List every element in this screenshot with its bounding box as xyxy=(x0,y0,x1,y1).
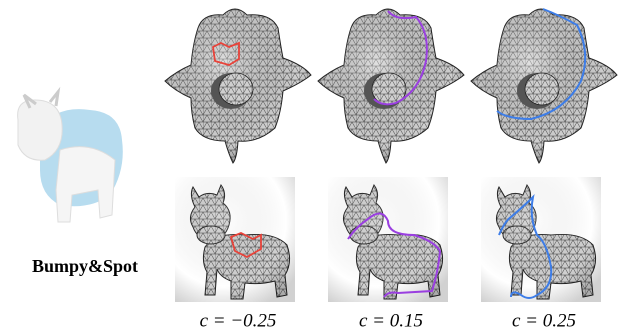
cube-mesh xyxy=(471,9,617,163)
cow-mesh xyxy=(175,177,295,302)
caption: c = −0.25 xyxy=(200,310,277,331)
cow-mesh xyxy=(328,177,448,302)
preview-image xyxy=(18,92,123,222)
figure: Bumpy&Spot c = −0.25 c = 0.15 c = 0.25 xyxy=(0,0,635,334)
cow-mesh xyxy=(481,177,601,302)
cube-mesh xyxy=(165,9,311,163)
mesh-label: Bumpy&Spot xyxy=(32,256,138,276)
caption: c = 0.25 xyxy=(512,310,576,331)
caption: c = 0.15 xyxy=(359,310,423,331)
cube-mesh xyxy=(318,9,464,163)
